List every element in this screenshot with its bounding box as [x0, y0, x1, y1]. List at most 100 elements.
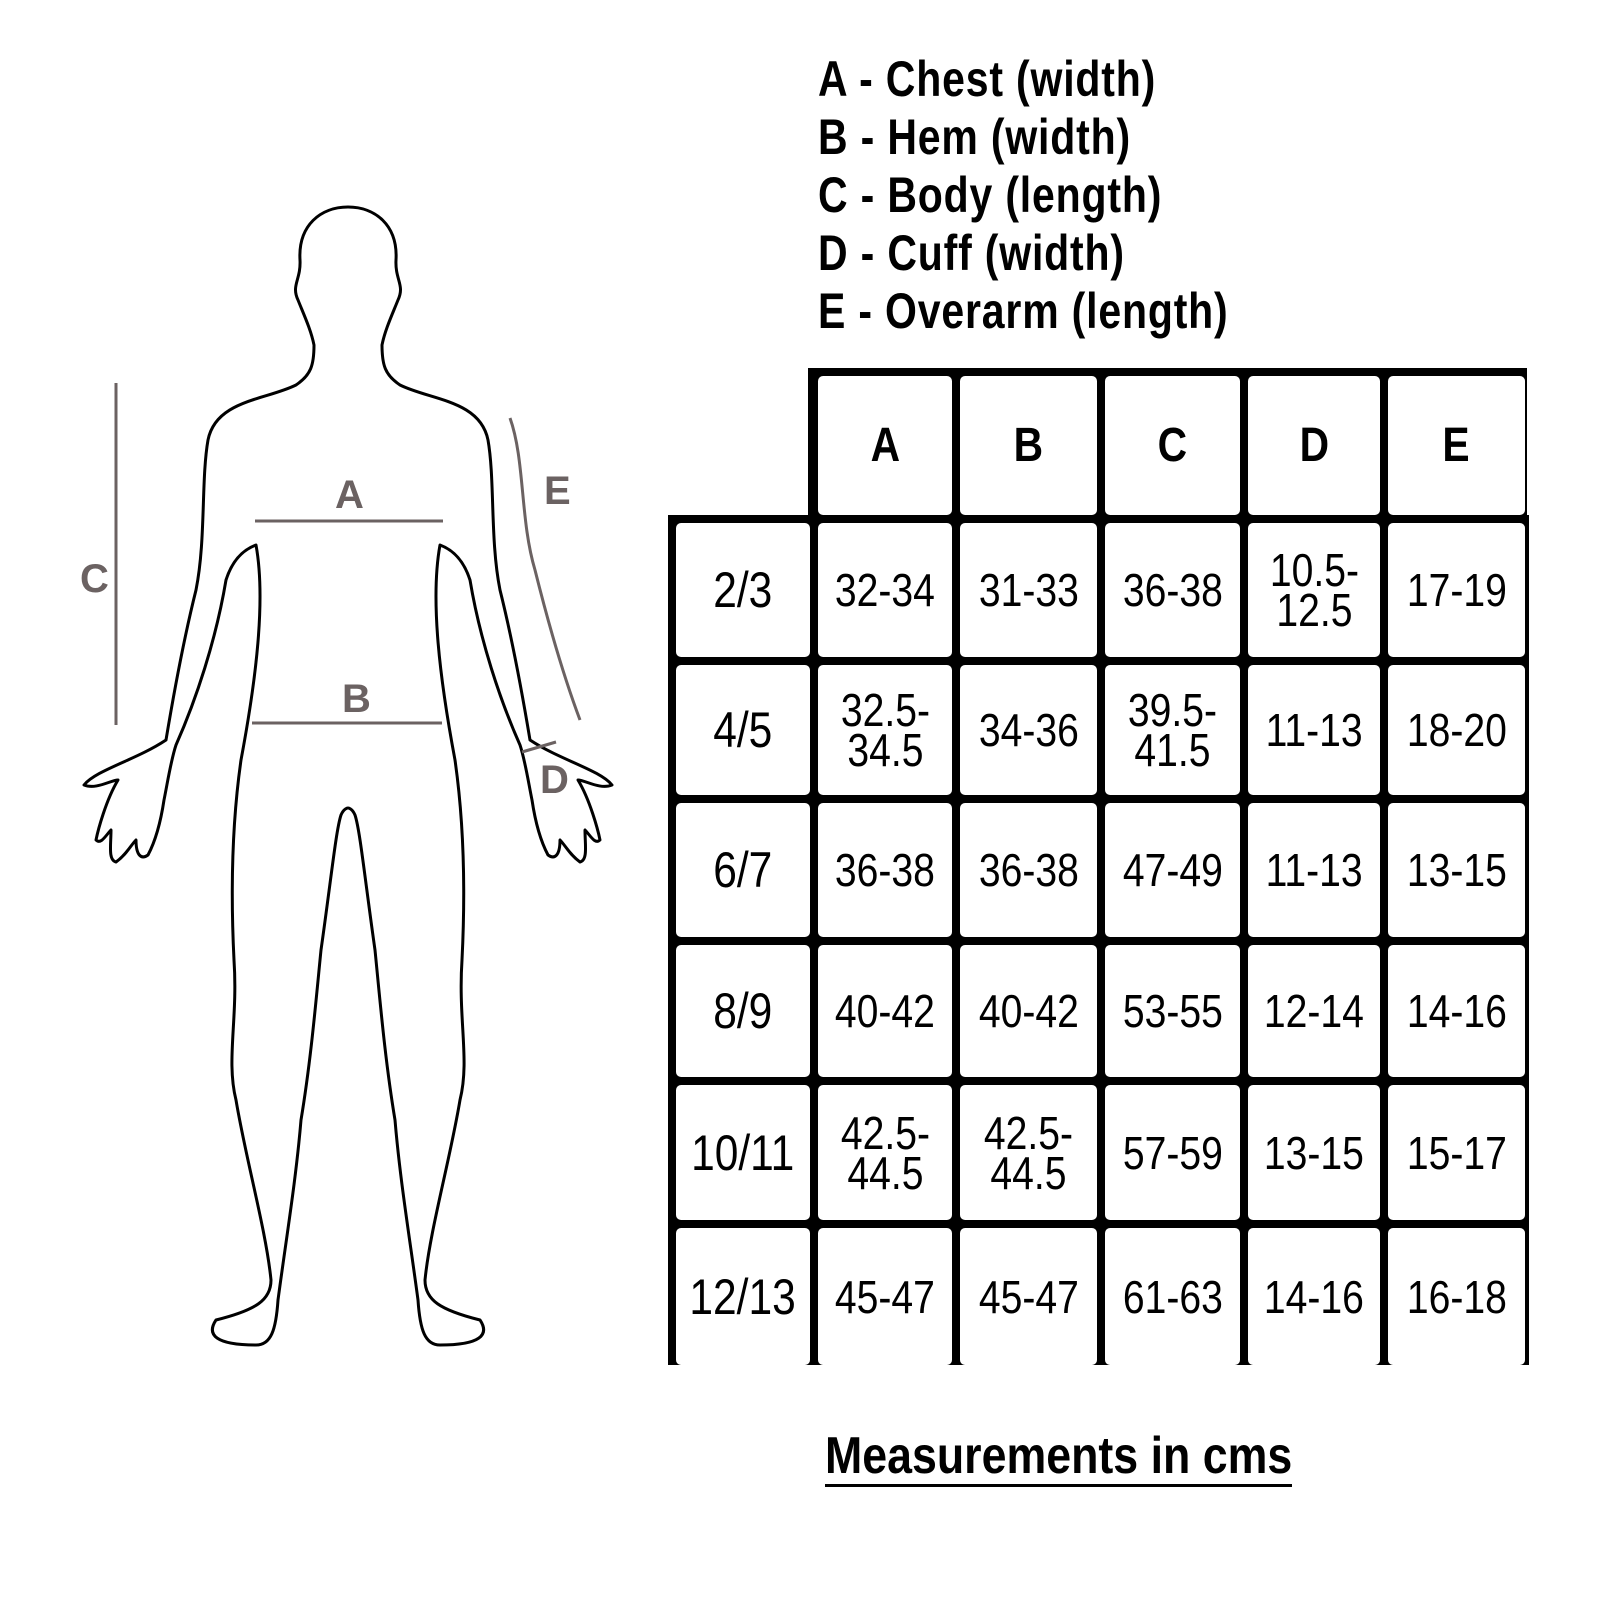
- row-size-label: 2/3: [676, 523, 810, 657]
- table-cell: 40-42: [960, 945, 1097, 1077]
- legend-item-b: B - Hem (width): [818, 109, 1131, 165]
- cell-text: E: [1442, 418, 1471, 472]
- row-size-label: 12/13: [676, 1228, 810, 1365]
- row-size-label: 6/7: [676, 803, 810, 937]
- column-header-e: E: [1388, 376, 1525, 515]
- table-cell: 36-38: [818, 803, 952, 937]
- cell-text: C: [1157, 418, 1188, 472]
- column-header-d: D: [1248, 376, 1380, 515]
- label-c: C: [80, 557, 109, 601]
- table-cell: 47-49: [1105, 803, 1240, 937]
- cell-text: 53-55: [1122, 985, 1223, 1037]
- table-cell: 45-47: [960, 1228, 1097, 1365]
- cell-text: 10.5- 12.5: [1269, 544, 1359, 636]
- cell-text: 40-42: [978, 985, 1079, 1037]
- label-a: A: [335, 473, 364, 517]
- legend-item-d: D - Cuff (width): [818, 225, 1125, 281]
- measure-line-e: [508, 417, 582, 721]
- cell-text: 13-15: [1263, 1126, 1365, 1179]
- body-silhouette-diagram: A B C D E: [80, 205, 614, 1347]
- legend-item-e: E - Overarm (length): [818, 283, 1229, 339]
- cell-text: 40-42: [834, 985, 936, 1037]
- table-cell: 34-36: [960, 665, 1097, 795]
- cell-text: 17-19: [1406, 564, 1507, 616]
- table-cell: 42.5- 44.5: [960, 1085, 1097, 1220]
- cell-text: 34-36: [978, 704, 1079, 756]
- cell-text: 15-17: [1406, 1126, 1507, 1179]
- cell-text: 42.5- 44.5: [840, 1106, 930, 1199]
- table-cell: 57-59: [1105, 1085, 1240, 1220]
- cell-text: A: [870, 418, 900, 472]
- column-header-b: B: [960, 376, 1097, 515]
- cell-text: 32-34: [834, 564, 936, 616]
- cell-text: 47-49: [1122, 844, 1223, 896]
- table-cell: 11-13: [1248, 803, 1380, 937]
- cell-text: 18-20: [1406, 704, 1507, 756]
- cell-text: 11-13: [1265, 704, 1363, 756]
- table-cell: 14-16: [1388, 945, 1525, 1077]
- cell-text: 11-13: [1265, 844, 1363, 896]
- table-cell: 12-14: [1248, 945, 1380, 1077]
- cell-text: 42.5- 44.5: [983, 1106, 1074, 1199]
- row-size-label: 8/9: [676, 945, 810, 1077]
- table-cell: 36-38: [960, 803, 1097, 937]
- cell-text: 16-18: [1406, 1270, 1507, 1323]
- row-size-label: 4/5: [676, 665, 810, 795]
- cell-text: 45-47: [978, 1270, 1079, 1323]
- cell-text: B: [1013, 418, 1044, 472]
- table-cell: 11-13: [1248, 665, 1380, 795]
- cell-text: 32.5- 34.5: [840, 684, 930, 776]
- cell-text: 10/11: [691, 1124, 795, 1181]
- cell-text: 36-38: [978, 844, 1079, 896]
- cell-text: 13-15: [1406, 844, 1507, 896]
- table-cell: 31-33: [960, 523, 1097, 657]
- column-header-c: C: [1105, 376, 1240, 515]
- table-cell: 42.5- 44.5: [818, 1085, 952, 1220]
- cell-text: 12-14: [1263, 985, 1365, 1037]
- table-cell: 17-19: [1388, 523, 1525, 657]
- cell-text: 61-63: [1122, 1270, 1223, 1323]
- table-cell: 13-15: [1248, 1085, 1380, 1220]
- cell-text: 39.5- 41.5: [1127, 684, 1218, 776]
- measurement-legend: A - Chest (width) B - Hem (width) C - Bo…: [818, 50, 1319, 340]
- cell-text: 12/13: [689, 1268, 797, 1325]
- legend-item-a: A - Chest (width): [818, 51, 1157, 107]
- legend-item-c: C - Body (length): [818, 167, 1163, 223]
- cell-text: 2/3: [713, 562, 773, 618]
- table-cell: 39.5- 41.5: [1105, 665, 1240, 795]
- row-size-label: 10/11: [676, 1085, 810, 1220]
- table-cell: 32.5- 34.5: [818, 665, 952, 795]
- label-b: B: [342, 677, 371, 721]
- table-cell: 15-17: [1388, 1085, 1525, 1220]
- cell-text: 36-38: [834, 844, 936, 896]
- label-d: D: [540, 758, 569, 802]
- size-table: A B C D E 2/3 32-34 31-33 36-38 10.5- 12.5 17-19 4/…: [668, 368, 1530, 1368]
- table-cell: 53-55: [1105, 945, 1240, 1077]
- table-cell: 13-15: [1388, 803, 1525, 937]
- cell-text: 36-38: [1122, 564, 1223, 616]
- cell-text: 31-33: [978, 564, 1079, 616]
- cell-text: 14-16: [1406, 985, 1507, 1037]
- cell-text: D: [1299, 418, 1329, 472]
- table-cell: 32-34: [818, 523, 952, 657]
- table-cell: 14-16: [1248, 1228, 1380, 1365]
- table-body-frame: [668, 515, 1529, 1365]
- table-cell: 16-18: [1388, 1228, 1525, 1365]
- cell-text: 4/5: [713, 702, 773, 758]
- table-cell: 10.5- 12.5: [1248, 523, 1380, 657]
- column-header-a: A: [818, 376, 952, 515]
- cell-text: 57-59: [1122, 1126, 1223, 1179]
- label-e: E: [544, 469, 571, 513]
- units-note: Measurements in cms: [825, 1427, 1293, 1487]
- cell-text: 45-47: [834, 1270, 936, 1323]
- table-cell: 18-20: [1388, 665, 1525, 795]
- cell-text: 6/7: [713, 842, 773, 898]
- table-cell: 61-63: [1105, 1228, 1240, 1365]
- cell-text: 8/9: [713, 983, 773, 1039]
- table-cell: 36-38: [1105, 523, 1240, 657]
- measure-line-d: [521, 740, 557, 754]
- table-cell: 45-47: [818, 1228, 952, 1365]
- body-outline: [82, 205, 614, 1347]
- table-cell: 40-42: [818, 945, 952, 1077]
- cell-text: 14-16: [1263, 1270, 1365, 1323]
